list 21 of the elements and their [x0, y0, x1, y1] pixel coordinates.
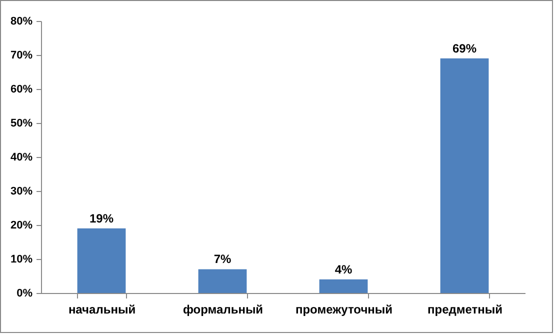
y-tick-label: 60%: [10, 84, 33, 96]
data-label: 19%: [89, 211, 114, 226]
bar: [198, 269, 247, 293]
x-tick-label: формальный: [182, 302, 264, 316]
y-tick-label: 40%: [10, 152, 33, 164]
data-label: 7%: [214, 252, 232, 266]
y-tick-label: 30%: [10, 186, 33, 198]
y-tick-label: 20%: [10, 220, 33, 232]
x-tick-label: предметный: [427, 302, 503, 316]
y-tick-label: 0%: [16, 288, 33, 300]
y-tick-label: 70%: [10, 50, 33, 62]
bar: [440, 58, 489, 293]
y-tick-label: 10%: [10, 254, 33, 266]
bar: [319, 279, 368, 293]
x-tick-label: промежуточный: [295, 302, 393, 316]
data-label: 4%: [334, 262, 352, 276]
y-tick-label: 50%: [10, 118, 33, 130]
data-label: 69%: [452, 41, 477, 56]
bar: [77, 228, 126, 293]
y-tick-label: 80%: [10, 16, 33, 28]
x-tick-label: начальный: [68, 302, 136, 316]
